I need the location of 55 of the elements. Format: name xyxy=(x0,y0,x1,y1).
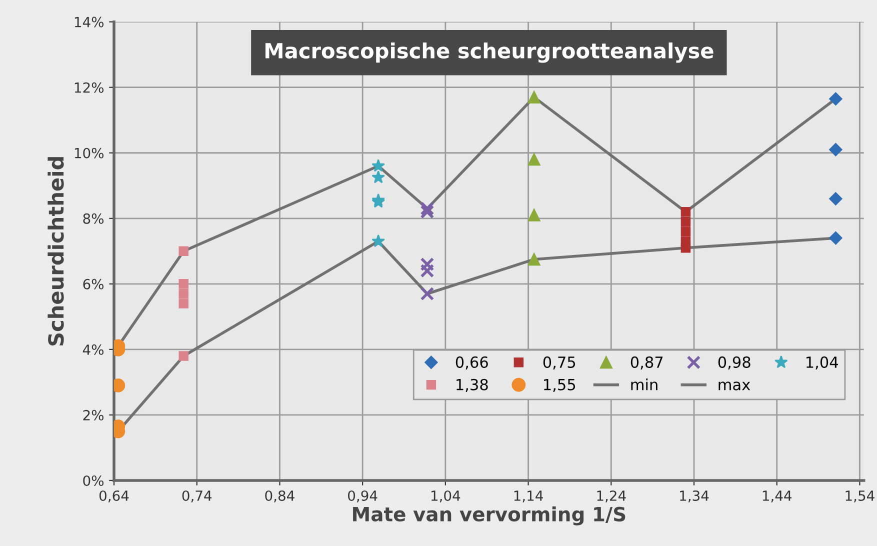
point xyxy=(420,257,434,272)
point xyxy=(680,206,691,217)
point xyxy=(420,202,434,216)
point xyxy=(829,92,842,106)
point xyxy=(178,288,188,299)
y-tick-label: 10% xyxy=(74,148,104,158)
text: Macroscopische scheurgrootteanalyse xyxy=(266,42,714,63)
x-tick-label: 1,04 xyxy=(431,490,460,502)
x-tick-label: 0,64 xyxy=(99,490,129,502)
point xyxy=(829,143,842,156)
point xyxy=(372,170,385,184)
point xyxy=(829,192,842,206)
legend-label: 0,98 xyxy=(718,356,750,370)
legend-label: 1,38 xyxy=(456,378,488,392)
x-tick-label: 1,54 xyxy=(846,490,874,502)
x-tick-label: 0,94 xyxy=(348,490,378,502)
x-tick-label: 1,24 xyxy=(597,490,626,502)
point xyxy=(178,298,188,308)
x-tick-label: 0,74 xyxy=(182,490,212,502)
y-tick-label: 6% xyxy=(83,278,104,290)
point xyxy=(680,243,691,253)
y-tick-label: 14% xyxy=(74,16,104,28)
point xyxy=(680,226,691,236)
legend-label: 0,87 xyxy=(630,356,663,370)
legend-label: 0,75 xyxy=(543,356,576,370)
x-tick-label: 1,34 xyxy=(680,490,709,502)
legend-label: 1,04 xyxy=(806,356,838,370)
x-axis-title: Mate van vervorming 1/S xyxy=(353,506,626,526)
point xyxy=(528,90,540,104)
x-tick-label: 0,84 xyxy=(265,490,294,502)
y-tick-label: 2% xyxy=(83,410,104,420)
point xyxy=(178,279,188,289)
point xyxy=(420,204,434,219)
y-tick-label: 8% xyxy=(83,213,104,224)
point xyxy=(372,234,385,248)
x-tick-label: 1,14 xyxy=(514,490,543,502)
y-tick-label: 12% xyxy=(74,82,104,93)
y-tick-label: 0% xyxy=(83,475,104,486)
point xyxy=(528,208,540,222)
point xyxy=(178,246,188,256)
point xyxy=(528,153,540,166)
point xyxy=(420,286,434,301)
y-tick-label: 4% xyxy=(82,344,104,355)
legend-label: min xyxy=(631,378,658,390)
point xyxy=(372,159,385,172)
legend-label: max xyxy=(718,382,750,390)
point xyxy=(420,264,434,278)
point xyxy=(528,253,540,266)
x-tick-label: 1,44 xyxy=(762,490,792,502)
legend-label: 0,66 xyxy=(456,356,488,370)
point xyxy=(680,216,691,227)
point xyxy=(178,351,188,361)
legend-label: 1,55 xyxy=(544,379,576,392)
y-axis-title: Scheurdichtheid xyxy=(48,157,64,346)
point xyxy=(829,231,842,245)
